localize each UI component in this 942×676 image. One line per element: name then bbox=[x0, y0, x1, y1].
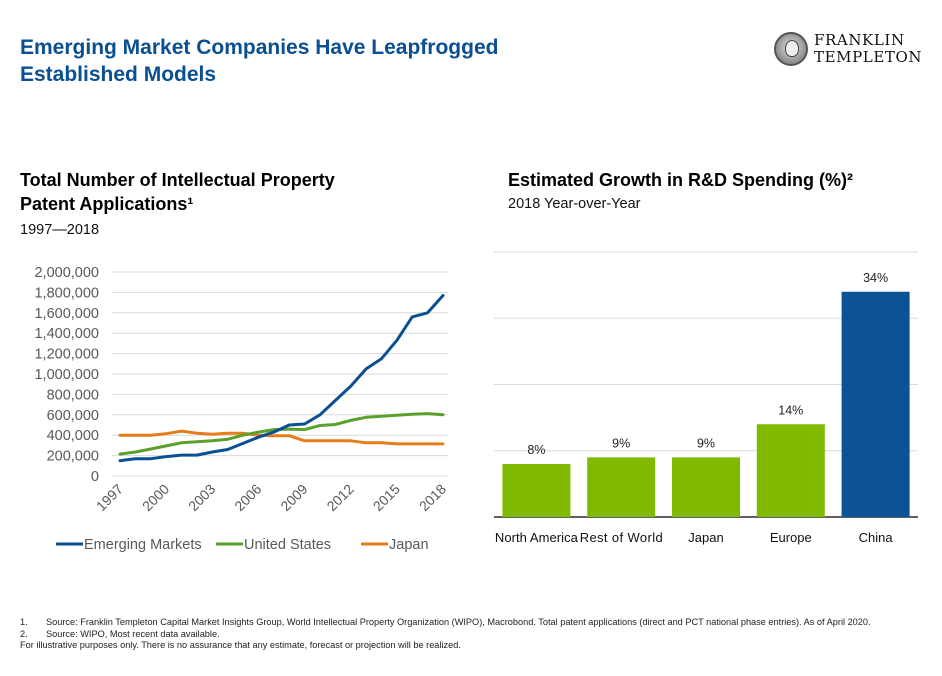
y-tick-label: 1,800,000 bbox=[34, 285, 99, 301]
line-chart-subtitle: 1997—2018 bbox=[20, 222, 100, 238]
x-tick-label: 2012 bbox=[323, 481, 356, 514]
line-chart-title-line-1: Total Number of Intellectual Property bbox=[20, 170, 335, 190]
series-line-emerging-markets bbox=[118, 294, 445, 463]
x-tick-label: 2009 bbox=[277, 481, 310, 514]
line-chart-title: Total Number of Intellectual Property Pa… bbox=[20, 168, 460, 216]
x-tick-label: 2018 bbox=[416, 481, 449, 514]
page-title-line-2: Established Models bbox=[20, 63, 217, 86]
legend-label: United States bbox=[244, 537, 331, 553]
y-tick-label: 600,000 bbox=[47, 408, 99, 424]
y-tick-label: 200,000 bbox=[47, 449, 99, 465]
page-title: Emerging Market Companies Have Leapfrogg… bbox=[20, 34, 640, 88]
footnote-2: 2. Source: WIPO, Most recent data availa… bbox=[20, 629, 920, 640]
footnote-number: 2. bbox=[20, 629, 28, 639]
series-line-japan bbox=[118, 429, 445, 446]
y-tick-label: 0 bbox=[91, 469, 99, 485]
legend-item: Japan bbox=[361, 537, 429, 553]
portrait-seal-icon bbox=[774, 32, 808, 66]
x-tick-label: 2003 bbox=[185, 481, 218, 514]
data-label: 9% bbox=[612, 436, 630, 450]
page-title-line-1: Emerging Market Companies Have Leapfrogg… bbox=[20, 36, 499, 59]
x-tick-label: 2015 bbox=[370, 481, 403, 514]
bar-north-america bbox=[502, 464, 571, 517]
footnote-1: 1. Source: Franklin Templeton Capital Ma… bbox=[20, 617, 920, 628]
bar-japan bbox=[672, 457, 740, 517]
y-tick-label: 1,000,000 bbox=[34, 367, 99, 383]
category-label: North America bbox=[495, 530, 579, 545]
logo-wordmark: FRANKLIN TEMPLETON bbox=[814, 32, 922, 66]
category-label: China bbox=[859, 530, 894, 545]
y-tick-label: 1,400,000 bbox=[34, 326, 99, 342]
logo-line-1: FRANKLIN bbox=[814, 31, 905, 49]
category-label: Japan bbox=[688, 530, 723, 545]
category-label: Rest of World bbox=[580, 530, 663, 545]
bar-chart-title: Estimated Growth in R&D Spending (%)² bbox=[508, 170, 853, 190]
bar-chart-subtitle: 2018 Year-over-Year bbox=[508, 196, 641, 212]
data-label: 34% bbox=[863, 271, 888, 285]
footnote-text: Source: WIPO, Most recent data available… bbox=[46, 629, 220, 639]
footnote-text: Source: Franklin Templeton Capital Marke… bbox=[46, 617, 871, 627]
line-chart-title-line-2: Patent Applications¹ bbox=[20, 194, 194, 214]
legend-label: Emerging Markets bbox=[84, 537, 202, 553]
data-label: 9% bbox=[697, 436, 715, 450]
footnote-number: 1. bbox=[20, 617, 28, 627]
x-tick-label: 2000 bbox=[139, 481, 172, 514]
category-label: Europe bbox=[770, 530, 812, 545]
bar-europe bbox=[756, 424, 825, 517]
x-tick-label: 1997 bbox=[93, 481, 126, 514]
data-label: 8% bbox=[527, 443, 545, 457]
y-tick-label: 1,200,000 bbox=[34, 347, 99, 363]
line-chart: 0 200,000 400,000 600,000 800,000 1,000,000 1,… bbox=[34, 265, 449, 553]
bar-china bbox=[841, 291, 910, 517]
y-tick-label: 400,000 bbox=[47, 428, 99, 444]
disclaimer: For illustrative purposes only. There is… bbox=[20, 640, 461, 650]
legend-item: Emerging Markets bbox=[56, 537, 202, 553]
franklin-templeton-logo: FRANKLIN TEMPLETON bbox=[774, 30, 934, 70]
footnotes: 1. Source: Franklin Templeton Capital Ma… bbox=[20, 617, 920, 651]
y-tick-label: 2,000,000 bbox=[34, 265, 99, 281]
data-label: 14% bbox=[778, 403, 803, 417]
x-tick-label: 2006 bbox=[231, 481, 264, 514]
bar-chart: 8% 9% 9% 14% 34% North America Rest of World J… bbox=[494, 251, 918, 545]
legend-label: Japan bbox=[389, 537, 429, 553]
bar-rest-of-world bbox=[587, 457, 656, 517]
legend-item: United States bbox=[216, 537, 331, 553]
y-tick-label: 800,000 bbox=[47, 387, 99, 403]
y-tick-label: 1,600,000 bbox=[34, 306, 99, 322]
logo-line-2: TEMPLETON bbox=[814, 48, 923, 66]
